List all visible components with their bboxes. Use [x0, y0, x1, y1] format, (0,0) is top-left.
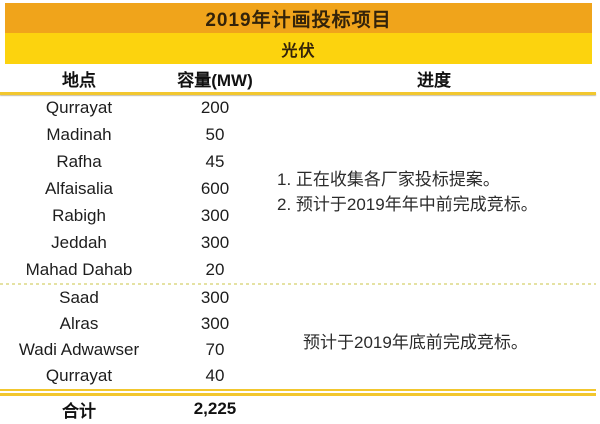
category-label: 光伏: [281, 42, 316, 60]
location-cell: Jeddah: [51, 232, 107, 252]
project-group-1: Qurrayat 200 Madinah 50 Rafha 45 Alfaisa…: [0, 95, 272, 283]
capacity-cell: 300: [200, 232, 230, 252]
table-row: Rafha 45: [0, 149, 272, 176]
location-cell: Alras: [59, 314, 99, 333]
location-cell: Alfaisalia: [44, 179, 114, 198]
location-cell: Saad: [59, 288, 99, 307]
location-cell: Wadi Adwawser: [18, 340, 140, 359]
subtitle-banner: 光伏: [5, 33, 592, 64]
progress-note-line: 预计于2019年底前完成竞标。: [303, 333, 528, 352]
capacity-cell: 300: [200, 288, 230, 307]
total-row: 合计 2,225: [0, 396, 272, 422]
capacity-cell: 50: [205, 125, 225, 145]
table-row: Madinah 50: [0, 122, 272, 149]
progress-note-group-1: 1. 正在收集各厂家投标提案。 2. 预计于2019年年中前完成竞标。: [277, 167, 538, 217]
location-cell: Mahad Dahab: [25, 259, 133, 279]
table-row: Saad 300: [0, 285, 272, 311]
capacity-cell: 200: [200, 98, 230, 118]
table-row: Wadi Adwawser 70: [0, 337, 272, 363]
location-cell: Qurrayat: [45, 366, 113, 385]
progress-note-line: 1. 正在收集各厂家投标提案。: [277, 170, 500, 189]
total-label: 合计: [62, 401, 96, 421]
page-title: 2019年计画投标项目: [205, 9, 392, 31]
capacity-cell: 300: [200, 205, 230, 225]
table-row: Rabigh 300: [0, 202, 272, 229]
column-header-location: 地点: [62, 70, 96, 90]
table-row: Alras 300: [0, 311, 272, 337]
table-row: Jeddah 300: [0, 229, 272, 256]
progress-note-group-2: 预计于2019年底前完成竞标。: [303, 334, 528, 352]
capacity-cell: 70: [205, 340, 225, 359]
capacity-cell: 40: [205, 366, 225, 385]
progress-note-line: 2. 预计于2019年年中前完成竞标。: [277, 195, 538, 214]
capacity-cell: 45: [205, 152, 225, 172]
table-row: Qurrayat 40: [0, 363, 272, 389]
title-banner: 2019年计画投标项目: [5, 3, 592, 33]
total-value: 2,225: [193, 399, 237, 418]
location-cell: Qurrayat: [45, 98, 113, 118]
table-row: Mahad Dahab 20: [0, 256, 272, 283]
capacity-cell: 300: [200, 314, 230, 333]
table-row: Qurrayat 200: [0, 95, 272, 122]
group-separator-dashed-line: [0, 283, 596, 285]
column-header-progress: 进度: [417, 70, 451, 90]
capacity-cell: 600: [200, 179, 230, 198]
location-cell: Rafha: [56, 152, 102, 172]
location-cell: Madinah: [46, 125, 112, 145]
location-cell: Rabigh: [52, 205, 106, 225]
capacity-cell: 20: [205, 259, 225, 279]
table-row: Alfaisalia 600: [0, 176, 272, 203]
project-group-2: Saad 300 Alras 300 Wadi Adwawser 70 Qurr…: [0, 285, 272, 389]
total-separator-double-line: [0, 389, 596, 396]
column-header-capacity: 容量(MW): [177, 70, 253, 90]
column-header-row: 地点 容量(MW) 进度: [0, 64, 596, 92]
header-divider-line: [0, 92, 596, 95]
